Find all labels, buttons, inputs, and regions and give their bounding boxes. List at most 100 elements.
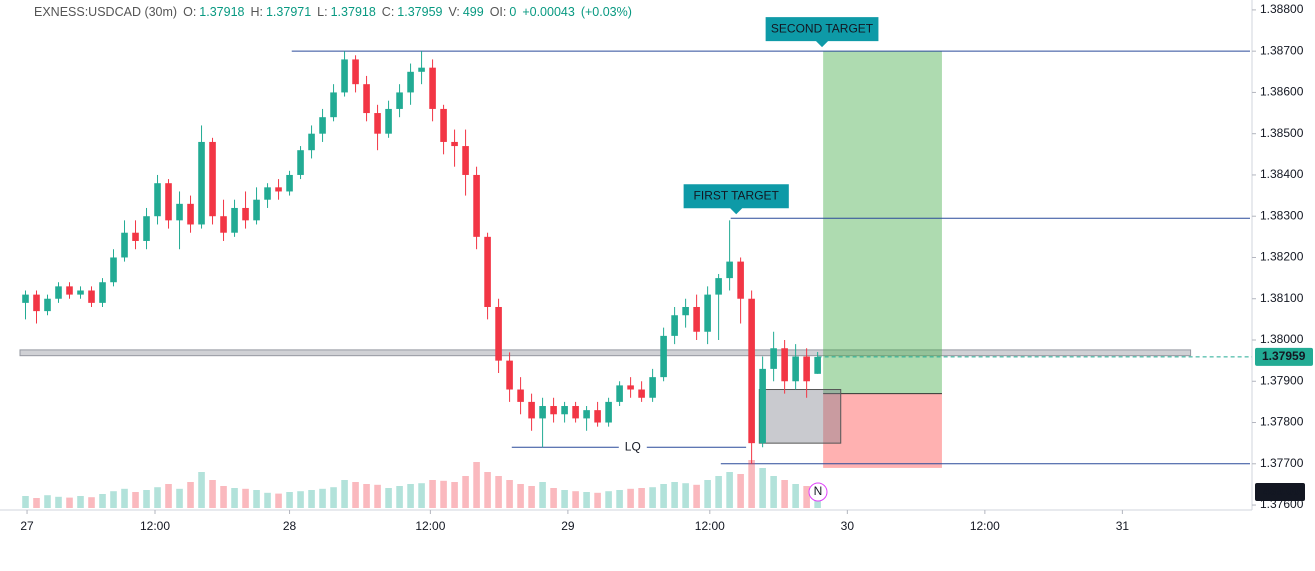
volume-bar — [440, 480, 447, 508]
event-marker — [808, 482, 828, 502]
field-value: 1.37918 — [199, 5, 245, 19]
volume-bar — [209, 480, 216, 508]
volume-bar — [154, 487, 161, 508]
field-value: 1.37918 — [330, 5, 376, 19]
candle-body — [99, 282, 106, 303]
volume-bar — [616, 490, 623, 508]
volume-bar — [517, 484, 524, 508]
candle-body — [88, 290, 95, 303]
candle-body — [737, 261, 744, 299]
candle-body — [374, 113, 381, 134]
volume-bar — [319, 488, 326, 508]
field-label: C: — [381, 5, 395, 19]
x-tick-label: 28 — [283, 519, 297, 533]
candle-body — [330, 92, 337, 118]
candle-body — [55, 286, 62, 299]
candle-body — [385, 108, 392, 134]
volume-bar — [759, 468, 766, 508]
volume-bar — [22, 496, 29, 508]
volume-bar — [363, 484, 370, 508]
volume-bar — [803, 486, 810, 508]
candle-body — [814, 356, 821, 374]
last-price-box — [1255, 347, 1313, 366]
candle-body — [462, 146, 469, 175]
y-tick-label: 1.38200 — [1260, 250, 1304, 264]
level-label: FIRST TARGET — [694, 188, 780, 202]
candle-body — [396, 92, 403, 109]
volume-bar — [594, 492, 601, 508]
candle-body — [495, 306, 502, 361]
volume-bar — [341, 480, 348, 508]
candle-body — [627, 385, 634, 390]
volume-bar — [715, 476, 722, 508]
candle-body — [550, 406, 557, 415]
candle-body — [759, 368, 766, 444]
y-tick-label: 1.38000 — [1260, 332, 1304, 346]
candle-body — [539, 406, 546, 419]
volume-bar — [297, 491, 304, 508]
candle-body — [649, 377, 656, 398]
volume-label-box — [1255, 483, 1305, 501]
volume-bar — [693, 484, 700, 508]
volume-bar — [605, 491, 612, 508]
volume-bar — [561, 490, 568, 508]
y-tick-label: 1.38500 — [1260, 126, 1304, 140]
candle-body — [308, 133, 315, 151]
candle-body — [407, 71, 414, 93]
volume-bar — [187, 482, 194, 508]
x-tick-label: 12:00 — [140, 519, 170, 533]
volume-label: 499.00 — [1263, 484, 1300, 498]
volume-bar — [110, 491, 117, 508]
volume-bar — [407, 484, 414, 508]
range-box — [758, 389, 842, 444]
candle-body — [418, 67, 425, 72]
profit-zone — [823, 51, 942, 394]
volume-bar — [286, 492, 293, 508]
candle-body — [748, 298, 755, 444]
volume-bar — [572, 491, 579, 508]
candle-body — [165, 183, 172, 221]
candle-body — [484, 236, 491, 307]
candle-body — [671, 315, 678, 336]
event-marker-label: N — [814, 484, 823, 498]
candle-body — [341, 59, 348, 93]
candle-body — [803, 356, 810, 382]
header: EXNESS:USDCAD (30m) O: 1.37918 H: 1.37971 L:… — [34, 5, 632, 19]
volume-bar — [418, 483, 425, 508]
volume-bar — [726, 472, 733, 508]
field-label: OI: — [489, 5, 507, 19]
candle-body — [253, 199, 260, 221]
candle-body — [594, 410, 601, 423]
candle-body — [682, 306, 689, 316]
y-tick-label: 1.38300 — [1260, 208, 1304, 222]
volume-bar — [88, 497, 95, 508]
y-tick-label: 1.38100 — [1260, 291, 1304, 305]
volume-bar — [737, 474, 744, 508]
volume-bar — [638, 488, 645, 508]
volume-bar — [33, 498, 40, 508]
candle-body — [792, 356, 799, 382]
candle-body — [209, 141, 216, 217]
candle-body — [561, 406, 568, 415]
volume-bar — [385, 488, 392, 508]
candle-body — [451, 141, 458, 147]
y-tick-label: 1.37700 — [1260, 456, 1304, 470]
volume-bar — [198, 472, 205, 508]
candle-body — [77, 290, 84, 295]
volume-bar — [748, 460, 755, 508]
volume-bar — [462, 476, 469, 508]
volume-bar — [484, 472, 491, 508]
candle-body — [528, 401, 535, 419]
candle-body — [22, 294, 29, 303]
volume-bar — [264, 492, 271, 508]
loss-zone — [823, 393, 942, 468]
volume-bar — [627, 488, 634, 508]
volume-bar — [429, 480, 436, 508]
field-label: L: — [317, 5, 328, 19]
candle-body — [198, 141, 205, 225]
volume-bar — [495, 476, 502, 508]
field-label: O: — [183, 5, 197, 19]
volume-bar — [77, 496, 84, 508]
change: +0.00043 — [522, 5, 575, 19]
